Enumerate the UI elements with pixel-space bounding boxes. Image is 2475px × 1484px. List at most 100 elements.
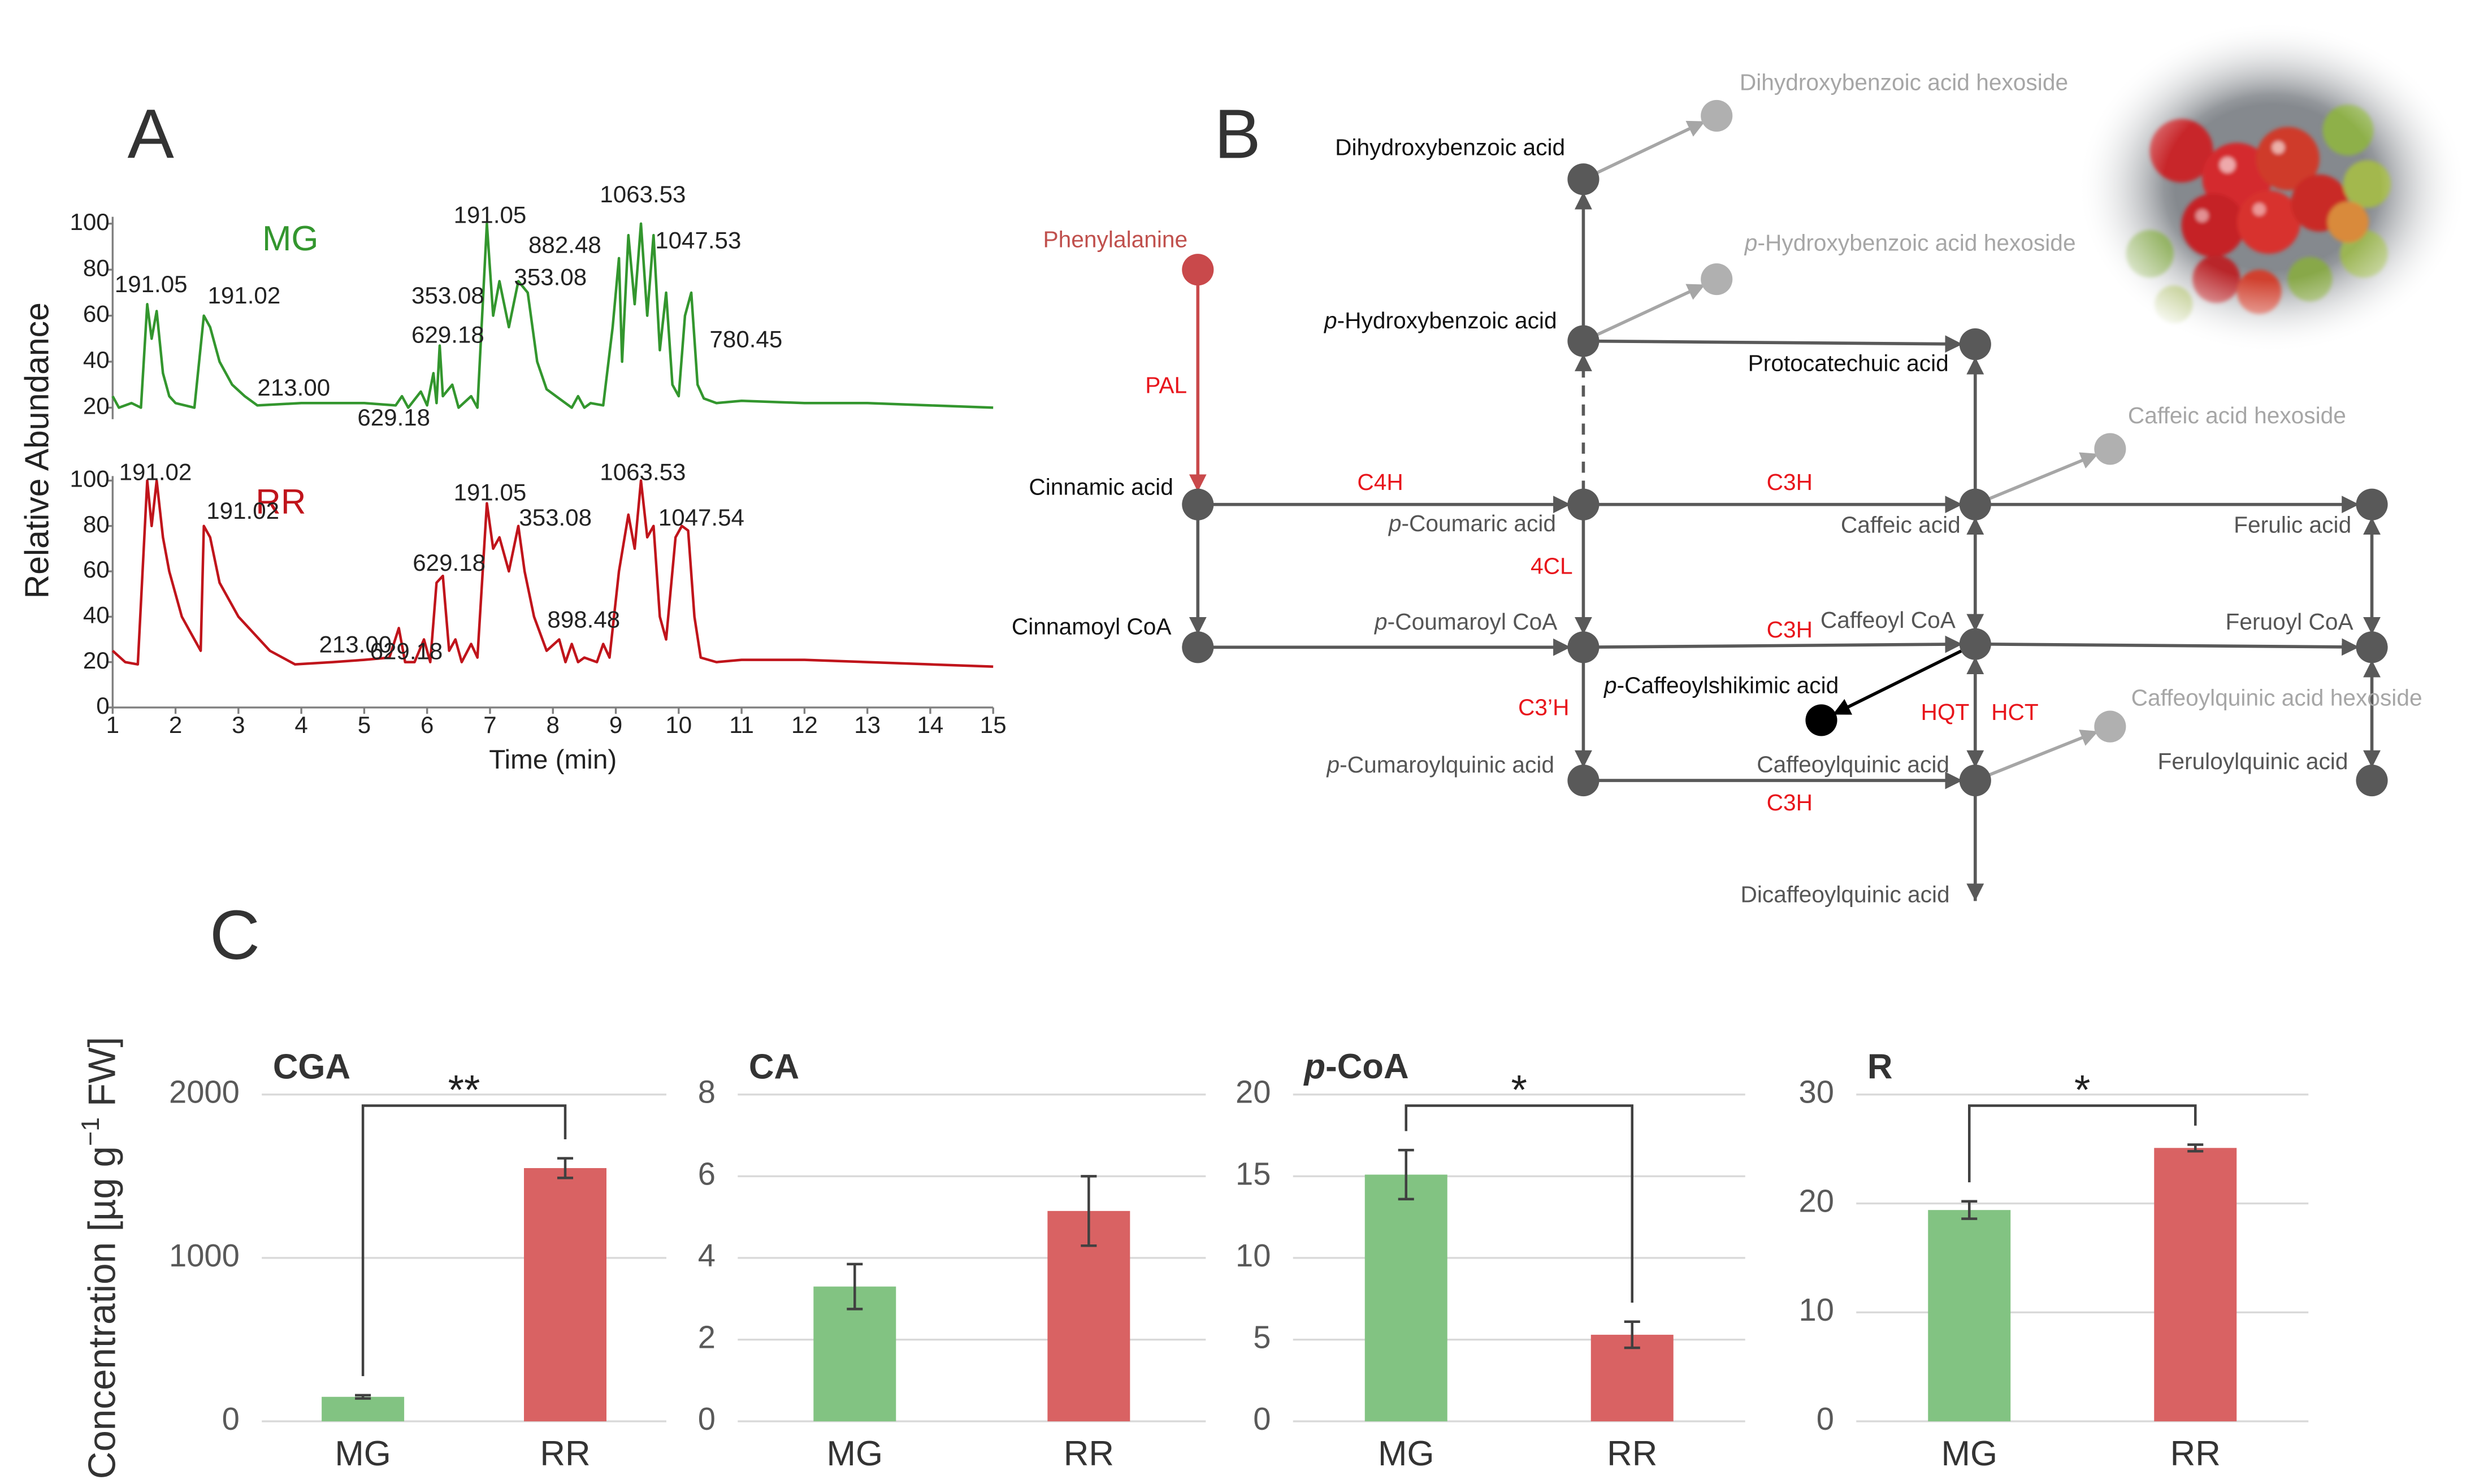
chart-title-part: p [1303, 1047, 1325, 1086]
x-tick-label: 15 [980, 711, 1007, 738]
pathway-node [1701, 99, 1733, 132]
y-axis-label: Concentration [µg g−1 FW] [76, 1037, 123, 1479]
node-label: Feruloylquinic acid [2158, 748, 2348, 774]
pathway-node [2094, 433, 2126, 465]
node-label-part: -Coumaric acid [1401, 510, 1556, 536]
y-tick-label: 30 [1799, 1074, 1834, 1110]
y-tick-label: 20 [83, 393, 110, 419]
node-label-part: p [1744, 229, 1758, 255]
node-label: Caffeic acid hexoside [2128, 402, 2346, 428]
peak-label: 1047.53 [655, 227, 741, 253]
x-tick-label: 14 [917, 711, 944, 738]
y-tick-label: 60 [83, 556, 110, 583]
node-label: p-Cumaroylquinic acid [1326, 752, 1555, 778]
legend-label: MG [262, 219, 318, 258]
x-tick-label: RR [2170, 1434, 2221, 1473]
significance-bracket [1968, 1104, 2197, 1183]
pathway-arrow [1594, 283, 1706, 337]
pathway-arrow [1596, 635, 1963, 653]
pathway-node [1567, 325, 1600, 357]
node-label: Cinnamoyl CoA [1012, 613, 1172, 639]
x-tick-label: MG [827, 1434, 883, 1473]
x-tick-label: 6 [421, 711, 434, 738]
x-tick-label: 5 [358, 711, 371, 738]
peak-label: 882.48 [528, 232, 601, 258]
pathway-node [2356, 631, 2388, 663]
enzyme-label: C3H [1767, 617, 1813, 643]
peak-label: 191.05 [115, 271, 188, 297]
peak-label: 191.05 [454, 202, 527, 228]
y-axis-label-part: −1 [76, 1117, 105, 1146]
y-tick-label: 10 [1799, 1292, 1834, 1327]
chart-title: CGA [273, 1047, 350, 1086]
bar [1928, 1210, 2011, 1422]
peak-label: 629.18 [370, 638, 443, 665]
node-label-part: p [1603, 672, 1617, 698]
enzyme-label: HQT [1921, 699, 1969, 725]
node-label-part: p [1373, 609, 1388, 635]
significance-bracket [361, 1104, 567, 1377]
chart-title: p-CoA [1303, 1047, 1408, 1086]
node-label: p-Hydroxybenzoic acid [1323, 307, 1557, 333]
node-label: p-Caffeoylshikimic acid [1603, 672, 1839, 698]
x-tick-label: 4 [294, 711, 307, 738]
node-label-part: p [1326, 752, 1340, 778]
node-label: p-Coumaric acid [1388, 510, 1556, 536]
x-tick-label: RR [1064, 1434, 1114, 1473]
node-label-part: -Hydroxybenzoic acid [1337, 307, 1557, 333]
y-tick-label: 100 [70, 209, 109, 235]
y-tick-label: 40 [83, 601, 110, 628]
x-tick-label: MG [1941, 1434, 1997, 1473]
trace [111, 479, 994, 668]
pathway-arrow [1832, 648, 1965, 716]
x-tick-label: 2 [169, 711, 182, 738]
y-tick-label: 1000 [169, 1238, 240, 1273]
y-axis-label: Relative Abundance [19, 302, 56, 598]
enzyme-label: C3’H [1518, 695, 1569, 721]
pathway-node [1959, 628, 1991, 660]
node-label: Caffeoylquinic acid hexoside [2131, 685, 2422, 711]
y-tick-label: 15 [1236, 1156, 1271, 1191]
peak-label: 191.05 [454, 479, 527, 506]
peak-label: 629.18 [413, 549, 486, 576]
y-tick-label: 4 [698, 1238, 716, 1273]
enzyme-label: 4CL [1531, 553, 1573, 579]
pathway-node [1567, 488, 1600, 520]
enzyme-label: HCT [1991, 699, 2039, 725]
legend-label: RR [255, 483, 306, 522]
panel-label: B [1214, 96, 1260, 173]
pathway-node [1567, 765, 1600, 797]
x-tick-label: RR [1607, 1434, 1657, 1473]
bar [1364, 1174, 1447, 1422]
bar [2154, 1148, 2237, 1422]
x-tick-label: 9 [609, 711, 622, 738]
peak-label: 191.02 [206, 497, 279, 524]
y-tick-label: 40 [83, 346, 110, 373]
node-label: Caffeic acid [1841, 512, 1961, 538]
y-tick-label: 2000 [169, 1074, 240, 1110]
pathway-arrow [1988, 638, 2360, 656]
y-axis-label-part: Concentration [µg g [81, 1146, 123, 1479]
x-tick-label: 11 [729, 711, 754, 738]
y-tick-label: 0 [96, 692, 109, 719]
pathway-node [2356, 488, 2388, 520]
y-tick-label: 80 [83, 254, 110, 281]
x-axis-label: Time (min) [489, 745, 617, 775]
peak-label: 213.00 [319, 631, 392, 658]
y-tick-label: 0 [222, 1401, 240, 1437]
node-label: Caffeoyl CoA [1821, 607, 1956, 633]
pathway-node [1182, 254, 1214, 286]
peak-label: 1047.54 [658, 504, 744, 531]
x-tick-label: 10 [665, 711, 692, 738]
pathway-node [1805, 704, 1837, 736]
significance: * [1511, 1067, 1527, 1113]
tomato-photo [2075, 19, 2469, 355]
peak-label: 213.00 [257, 374, 330, 401]
peak-label: 1063.53 [600, 459, 686, 485]
pathway-arrow [1986, 730, 2099, 778]
peak-label: 191.02 [207, 282, 280, 309]
chart-title: R [1867, 1047, 1893, 1086]
y-tick-label: 20 [83, 647, 110, 674]
y-tick-label: 0 [1253, 1401, 1271, 1437]
